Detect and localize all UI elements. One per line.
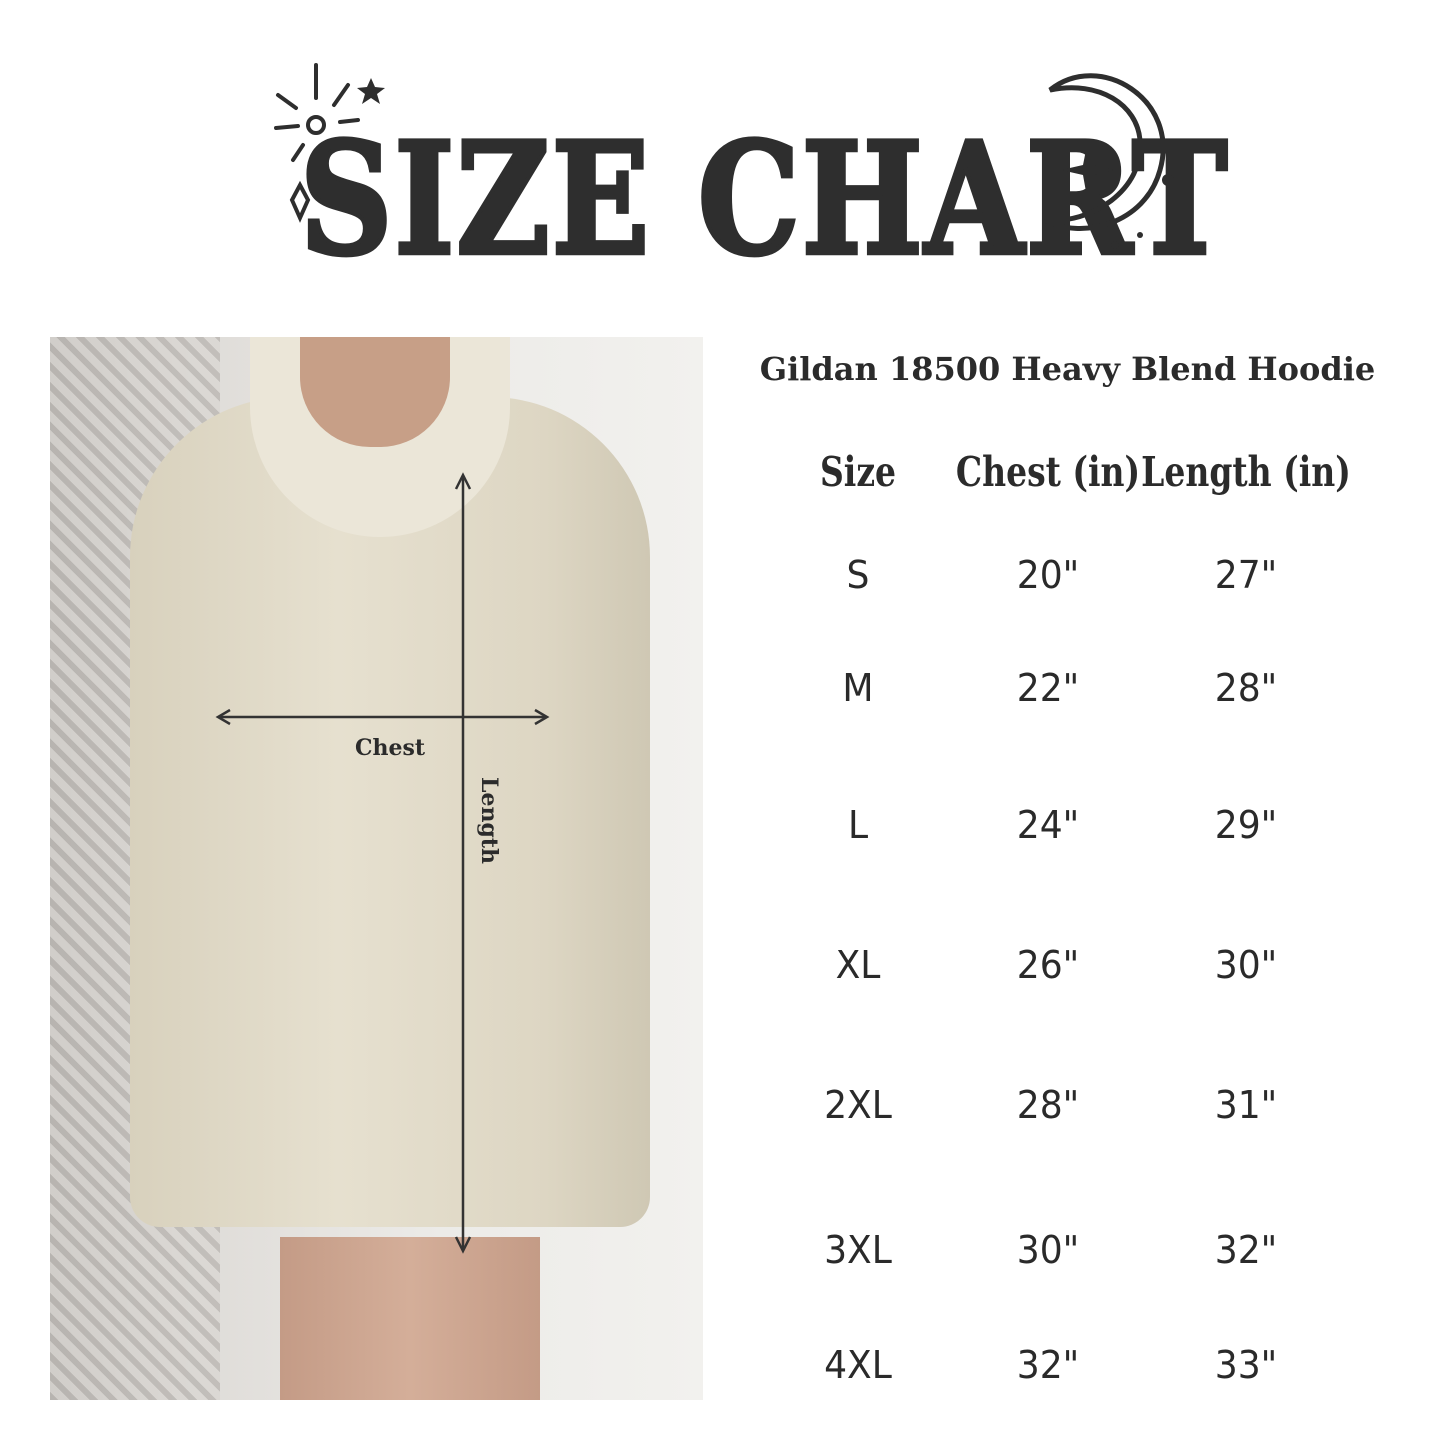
page-title: SIZE CHART [298, 108, 1230, 293]
cell-chest: 30" [1016, 1228, 1080, 1272]
cell-length: 29" [1214, 803, 1278, 847]
cell-length: 27" [1214, 553, 1278, 597]
model-legs [280, 1237, 540, 1400]
cell-length: 30" [1214, 943, 1278, 987]
cell-chest: 28" [1016, 1083, 1080, 1127]
star-icon [357, 78, 385, 104]
cell-chest: 22" [1016, 666, 1080, 710]
length-label: Length [476, 777, 502, 865]
cell-size: L [847, 803, 869, 847]
cell-size: 3XL [824, 1228, 892, 1272]
cell-size: M [842, 666, 874, 710]
chest-label: Chest [355, 735, 426, 761]
cell-chest: 32" [1016, 1343, 1080, 1387]
product-name: Gildan 18500 Heavy Blend Hoodie [759, 350, 1376, 388]
cell-size: XL [835, 943, 881, 987]
diamond-icon [289, 180, 311, 223]
header-length: Length (in) [1141, 447, 1351, 496]
cell-length: 33" [1214, 1343, 1278, 1387]
header-chest: Chest (in) [955, 447, 1141, 496]
cell-size: 2XL [824, 1083, 892, 1127]
header-size: Size [819, 447, 897, 496]
cell-length: 31" [1214, 1083, 1278, 1127]
model-face [300, 337, 450, 447]
cell-chest: 20" [1016, 553, 1080, 597]
sun-icon [274, 63, 385, 223]
crescent-moon-icon [1043, 73, 1174, 249]
cell-length: 28" [1214, 666, 1278, 710]
measurement-arrows [215, 472, 550, 1254]
cell-chest: 26" [1016, 943, 1080, 987]
cell-size: S [846, 553, 870, 597]
cell-chest: 24" [1016, 803, 1080, 847]
cell-length: 32" [1214, 1228, 1278, 1272]
hoodie-photo: Chest Length [50, 337, 703, 1400]
cell-size: 4XL [824, 1343, 892, 1387]
